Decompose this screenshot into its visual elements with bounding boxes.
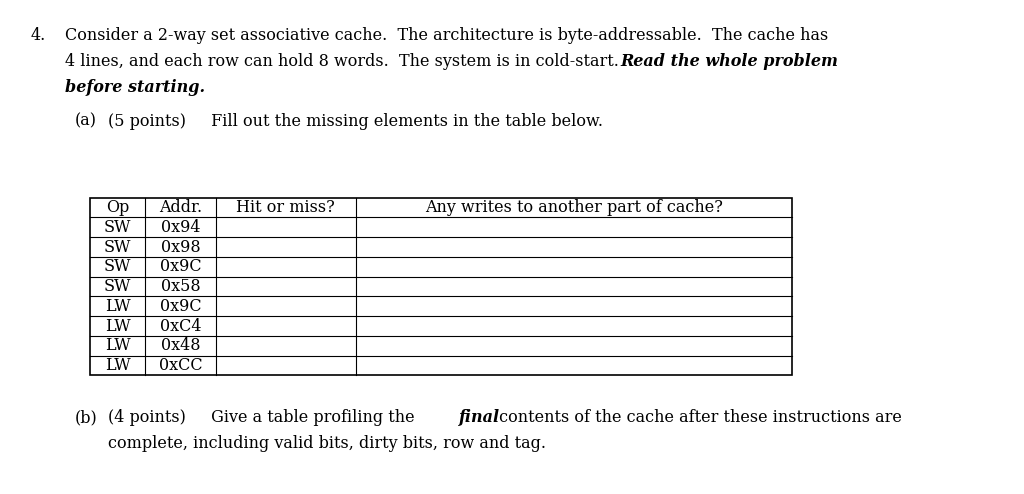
Text: complete, including valid bits, dirty bits, row and tag.: complete, including valid bits, dirty bi… — [109, 435, 546, 452]
Text: (b): (b) — [75, 409, 98, 426]
Text: SW: SW — [104, 258, 131, 275]
Text: 0x58: 0x58 — [161, 278, 201, 295]
Text: Consider a 2-way set associative cache.  The architecture is byte-addressable.  : Consider a 2-way set associative cache. … — [66, 27, 828, 44]
Text: Addr.: Addr. — [159, 199, 202, 216]
Text: LW: LW — [104, 337, 131, 354]
Text: 4 lines, and each row can hold 8 words.  The system is in cold-start.: 4 lines, and each row can hold 8 words. … — [66, 53, 630, 70]
Text: LW: LW — [104, 357, 131, 374]
Text: Fill out the missing elements in the table below.: Fill out the missing elements in the tab… — [206, 113, 602, 129]
Text: LW: LW — [104, 298, 131, 315]
Bar — [90, 198, 793, 375]
Text: (5 points): (5 points) — [109, 113, 186, 129]
Text: Op: Op — [106, 199, 129, 216]
Text: 0x9C: 0x9C — [160, 258, 202, 275]
Text: SW: SW — [104, 278, 131, 295]
Text: (a): (a) — [75, 113, 97, 129]
Text: Hit or miss?: Hit or miss? — [237, 199, 335, 216]
Text: before starting.: before starting. — [66, 79, 205, 95]
Text: Read the whole problem: Read the whole problem — [621, 53, 839, 70]
Text: 0x9C: 0x9C — [160, 298, 202, 315]
Text: SW: SW — [104, 219, 131, 236]
Text: 0x94: 0x94 — [161, 219, 201, 236]
Text: Any writes to another part of cache?: Any writes to another part of cache? — [425, 199, 723, 216]
Text: LW: LW — [104, 318, 131, 334]
Text: 0x98: 0x98 — [161, 239, 201, 255]
Text: final: final — [460, 409, 501, 426]
Text: (4 points): (4 points) — [109, 409, 186, 426]
Text: 0xCC: 0xCC — [159, 357, 203, 374]
Text: SW: SW — [104, 239, 131, 255]
Text: 4.: 4. — [30, 27, 45, 44]
Text: contents of the cache after these instructions are: contents of the cache after these instru… — [495, 409, 902, 426]
Text: 0xC4: 0xC4 — [160, 318, 202, 334]
Text: 0x48: 0x48 — [161, 337, 201, 354]
Text: Give a table profiling the: Give a table profiling the — [206, 409, 419, 426]
